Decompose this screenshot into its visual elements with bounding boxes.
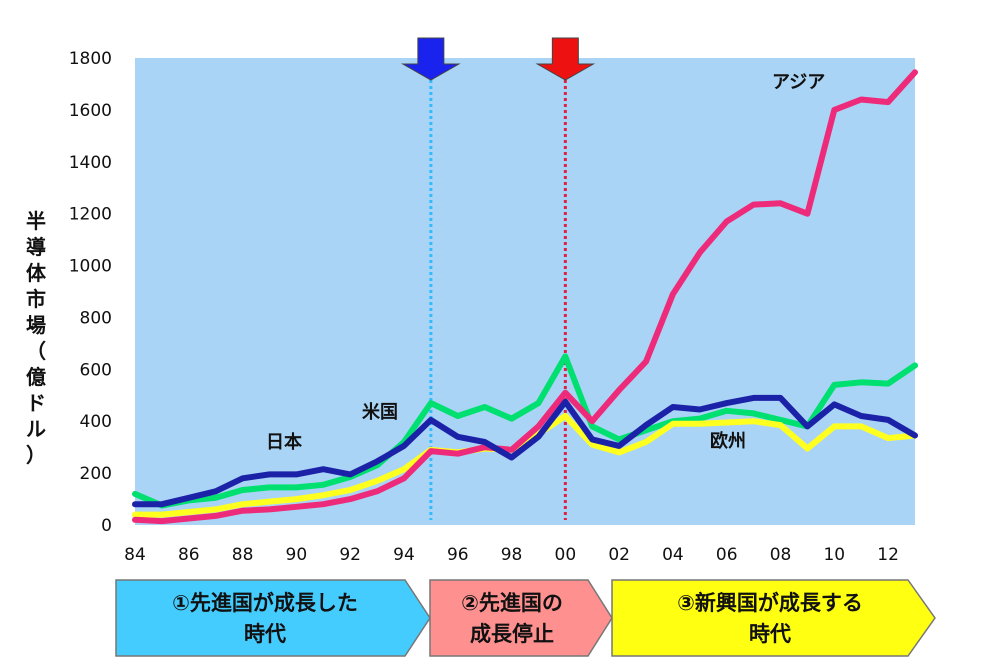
y-axis-label-char: ル xyxy=(26,417,46,441)
era-2-label-line2: 成長停止 xyxy=(470,622,554,646)
x-tick-label: 10 xyxy=(823,545,845,565)
y-tick-label: 1200 xyxy=(69,205,112,225)
series-line xyxy=(132,394,918,508)
era-1-label-line1: ①先進国が成長した xyxy=(172,591,358,615)
x-tick-label: 88 xyxy=(232,545,254,565)
y-tick-label: 1600 xyxy=(69,101,112,121)
x-tick-label: 86 xyxy=(178,545,200,565)
era-2-label-line1: ②先進国の xyxy=(461,591,563,615)
x-tick-label: 08 xyxy=(770,545,792,565)
y-tick-label: 800 xyxy=(80,308,112,328)
x-axis-ticks: 84 86 88 90 92 94 96 98 00 02 04 06 08 10 12 xyxy=(124,545,899,565)
era-arrows: ①先進国が成長した 時代 ②先進国の 成長停止 ③新興国が成長する 時代 xyxy=(115,579,936,657)
y-tick-label: 1800 xyxy=(69,49,112,69)
y-tick-label: 200 xyxy=(80,464,112,484)
y-axis-ticks: 0 200 400 600 800 1000 1200 1400 1600 1800 xyxy=(69,49,112,536)
era-3-arrow xyxy=(611,579,936,657)
y-axis-label-char: 体 xyxy=(26,261,47,285)
y-tick-label: 400 xyxy=(80,412,112,432)
x-tick-label: 06 xyxy=(716,545,738,565)
y-axis-label-char: 半 xyxy=(26,209,46,233)
y-tick-label: 600 xyxy=(80,360,112,380)
y-axis-label-char: 場 xyxy=(26,313,46,337)
x-tick-label: 94 xyxy=(393,545,415,565)
x-tick-label: 90 xyxy=(286,545,308,565)
era-1-arrow xyxy=(115,579,431,657)
x-tick-label: 00 xyxy=(555,545,577,565)
era-3-label-line1: ③新興国が成長する xyxy=(677,591,863,615)
marker-lines xyxy=(429,80,567,520)
x-tick-label: 92 xyxy=(339,545,361,565)
y-axis-label-char: ） xyxy=(26,443,46,467)
y-axis-label-char: 億 xyxy=(26,365,46,389)
x-tick-label: 04 xyxy=(662,545,684,565)
series-label-japan: 日本 xyxy=(266,431,302,453)
marker-arrow-icon xyxy=(400,37,461,81)
marker-arrow-icon xyxy=(535,37,596,81)
series-label-usa: 米国 xyxy=(362,401,398,423)
y-axis-label-char: 導 xyxy=(26,235,46,259)
series-label-asia: アジア xyxy=(772,72,825,93)
y-tick-label: 1000 xyxy=(69,257,112,277)
series-line xyxy=(132,69,918,525)
marker-arrows xyxy=(400,37,596,81)
x-tick-label: 96 xyxy=(447,545,469,565)
plot-background xyxy=(135,58,915,525)
y-tick-label: 1400 xyxy=(69,153,112,173)
x-tick-label: 84 xyxy=(124,545,146,565)
y-tick-label: 0 xyxy=(101,516,112,536)
series-line xyxy=(132,353,918,509)
series-lines xyxy=(132,69,918,525)
era-2-arrow xyxy=(429,579,613,657)
x-tick-label: 98 xyxy=(501,545,523,565)
y-axis-label-char: ド xyxy=(26,391,46,415)
era-1-label-line2: 時代 xyxy=(244,622,286,646)
y-axis-label-char: 市 xyxy=(26,287,46,311)
era-3-label-line2: 時代 xyxy=(749,622,791,646)
x-tick-label: 12 xyxy=(877,545,899,565)
y-axis-label-char: （ xyxy=(26,339,46,363)
series-label-europe: 欧州 xyxy=(710,430,746,452)
x-tick-label: 02 xyxy=(608,545,630,565)
